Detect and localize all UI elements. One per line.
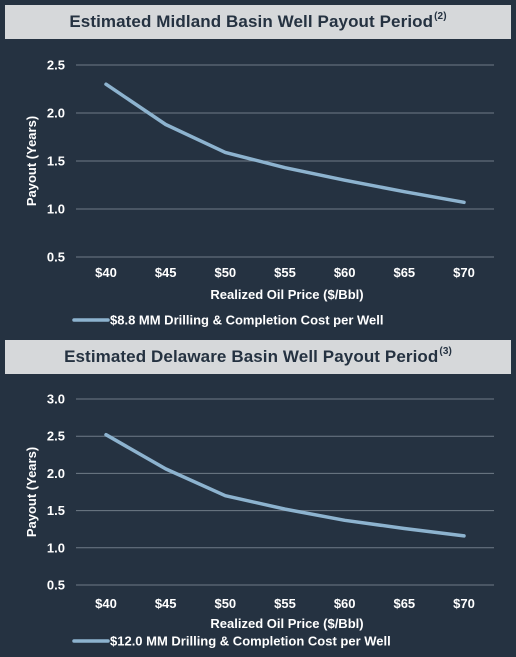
x-tick-label: $70 [453,265,475,280]
y-tick-label: 0.5 [47,250,65,265]
y-tick-label: 2.0 [47,466,65,481]
midland-chart-header: Estimated Midland Basin Well Payout Peri… [5,5,511,39]
y-tick-label: 2.5 [47,429,65,444]
x-tick-label: $40 [95,265,117,280]
x-tick-label: $60 [334,265,356,280]
x-tick-label: $50 [214,265,236,280]
x-tick-label: $40 [95,596,117,611]
delaware-chart-header: Estimated Delaware Basin Well Payout Per… [5,340,511,374]
x-tick-label: $55 [274,265,296,280]
x-axis-label: Realized Oil Price ($/Bbl) [210,287,363,302]
x-axis-label: Realized Oil Price ($/Bbl) [210,616,363,631]
chart-title: Estimated Delaware Basin Well Payout Per… [64,347,439,366]
y-tick-label: 1.0 [47,540,65,555]
series-line [104,82,466,205]
y-axis-label: Payout (Years) [24,447,39,537]
legend-label: $8.8 MM Drilling & Completion Cost per W… [110,313,384,328]
y-tick-label: 1.0 [47,202,65,217]
x-tick-label: $50 [214,596,236,611]
chart-title-footnote: (2) [434,10,447,22]
y-tick-label: 1.5 [47,503,65,518]
x-tick-label: $65 [393,265,415,280]
midland-payout-chart: 0.5 1.0 1.5 2.0 2.5 $40 $45 $50 $55 $60 $65 $70 Real… [24,58,494,328]
x-tick-label: $45 [155,265,177,280]
legend-label: $12.0 MM Drilling & Completion Cost per … [110,634,391,649]
y-tick-label: 1.5 [47,154,65,169]
y-tick-label: 3.0 [47,392,65,407]
y-tick-label: 2.0 [47,106,65,121]
x-tick-label: $70 [453,596,475,611]
chart-title-footnote: (3) [439,345,452,357]
x-tick-label: $60 [334,596,356,611]
y-tick-label: 2.5 [47,58,65,73]
x-tick-label: $55 [274,596,296,611]
series-line [104,432,466,538]
chart-title: Estimated Midland Basin Well Payout Peri… [69,12,434,31]
y-tick-label: 0.5 [47,578,65,593]
y-axis-label: Payout (Years) [24,116,39,206]
x-tick-label: $45 [155,596,177,611]
x-tick-label: $65 [393,596,415,611]
